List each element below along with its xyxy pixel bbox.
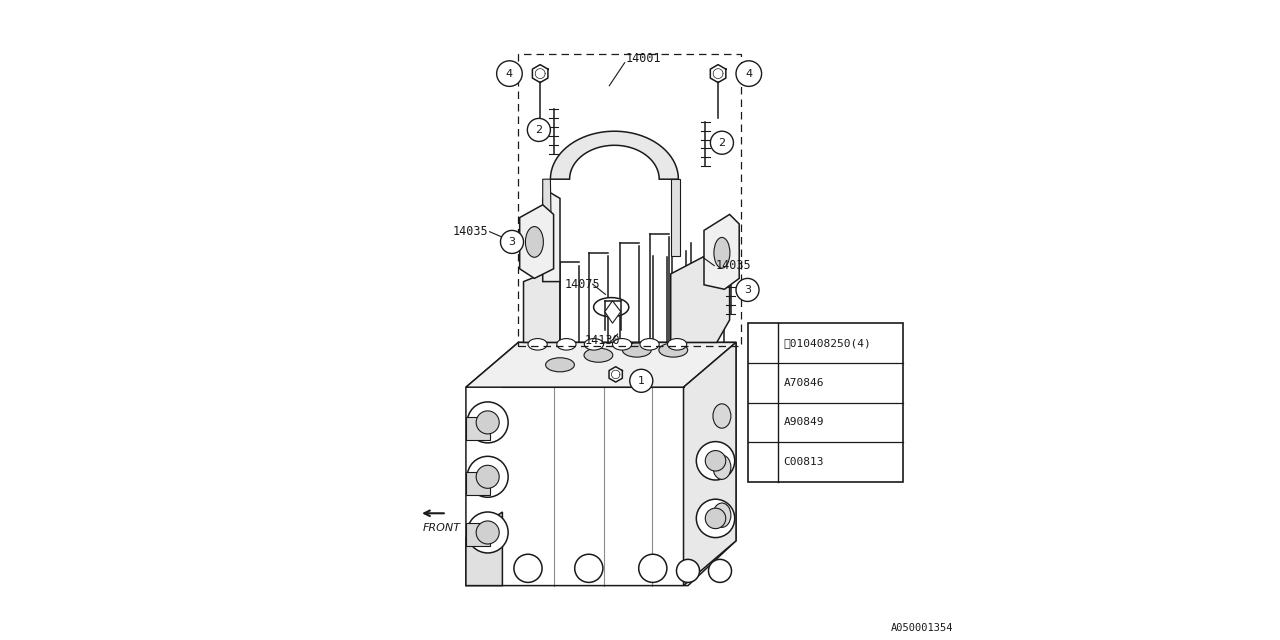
Text: 14035: 14035 xyxy=(453,225,489,238)
Polygon shape xyxy=(520,205,554,278)
Circle shape xyxy=(476,521,499,544)
Circle shape xyxy=(467,456,508,497)
Circle shape xyxy=(527,118,550,141)
Bar xyxy=(466,417,490,440)
Text: FRONT: FRONT xyxy=(422,523,461,533)
Ellipse shape xyxy=(612,339,632,350)
Circle shape xyxy=(753,333,773,353)
Text: 1: 1 xyxy=(637,376,645,386)
Circle shape xyxy=(736,278,759,301)
Polygon shape xyxy=(550,131,678,179)
Circle shape xyxy=(513,554,543,582)
Text: 14001: 14001 xyxy=(626,52,662,65)
Ellipse shape xyxy=(713,503,731,527)
Circle shape xyxy=(476,411,499,434)
Bar xyxy=(518,54,741,346)
Text: 4: 4 xyxy=(506,68,513,79)
Bar xyxy=(466,472,490,495)
Circle shape xyxy=(630,369,653,392)
Polygon shape xyxy=(524,274,561,342)
Polygon shape xyxy=(466,342,736,586)
Text: A050001354: A050001354 xyxy=(891,623,954,634)
Text: A90849: A90849 xyxy=(783,417,824,428)
Polygon shape xyxy=(671,246,730,342)
Polygon shape xyxy=(704,214,740,289)
Circle shape xyxy=(467,512,508,553)
Ellipse shape xyxy=(640,339,659,350)
Text: 4: 4 xyxy=(759,457,767,467)
Ellipse shape xyxy=(584,348,613,362)
Circle shape xyxy=(705,508,726,529)
Circle shape xyxy=(696,499,735,538)
Circle shape xyxy=(709,559,732,582)
Polygon shape xyxy=(466,342,736,387)
Circle shape xyxy=(753,452,773,472)
Text: A70846: A70846 xyxy=(783,378,824,388)
Polygon shape xyxy=(671,179,680,256)
Ellipse shape xyxy=(529,339,548,350)
Circle shape xyxy=(753,412,773,433)
Circle shape xyxy=(710,131,733,154)
Text: 3: 3 xyxy=(759,417,767,428)
Text: 1: 1 xyxy=(759,338,767,348)
Ellipse shape xyxy=(557,339,576,350)
Ellipse shape xyxy=(714,237,730,268)
Text: C00813: C00813 xyxy=(783,457,824,467)
Polygon shape xyxy=(532,65,548,83)
Ellipse shape xyxy=(594,298,628,317)
Circle shape xyxy=(476,465,499,488)
Text: 2: 2 xyxy=(759,378,767,388)
Ellipse shape xyxy=(659,343,687,357)
Text: Ⓑ010408250(4): Ⓑ010408250(4) xyxy=(783,338,872,348)
Bar xyxy=(466,523,490,546)
Text: 2: 2 xyxy=(535,125,543,135)
Circle shape xyxy=(753,372,773,393)
Polygon shape xyxy=(609,367,622,382)
Polygon shape xyxy=(543,192,561,282)
Circle shape xyxy=(705,451,726,471)
Polygon shape xyxy=(604,301,621,323)
Ellipse shape xyxy=(713,404,731,428)
Bar xyxy=(748,323,904,482)
Circle shape xyxy=(500,230,524,253)
Ellipse shape xyxy=(525,227,544,257)
Text: 3: 3 xyxy=(508,237,516,247)
Text: 14035: 14035 xyxy=(716,259,751,272)
Text: 14130: 14130 xyxy=(584,334,620,347)
Circle shape xyxy=(696,442,735,480)
Ellipse shape xyxy=(713,455,731,479)
Circle shape xyxy=(639,554,667,582)
Ellipse shape xyxy=(668,339,687,350)
Ellipse shape xyxy=(585,339,604,350)
Circle shape xyxy=(736,61,762,86)
Text: 2: 2 xyxy=(718,138,726,148)
Circle shape xyxy=(575,554,603,582)
Polygon shape xyxy=(543,179,552,256)
Circle shape xyxy=(467,402,508,443)
Circle shape xyxy=(677,559,699,582)
Polygon shape xyxy=(466,512,502,586)
Text: 3: 3 xyxy=(744,285,751,295)
Text: 14075: 14075 xyxy=(566,278,600,291)
Text: 4: 4 xyxy=(745,68,753,79)
Ellipse shape xyxy=(545,358,575,372)
Ellipse shape xyxy=(622,343,652,357)
Polygon shape xyxy=(710,65,726,83)
Polygon shape xyxy=(684,342,736,586)
Circle shape xyxy=(497,61,522,86)
